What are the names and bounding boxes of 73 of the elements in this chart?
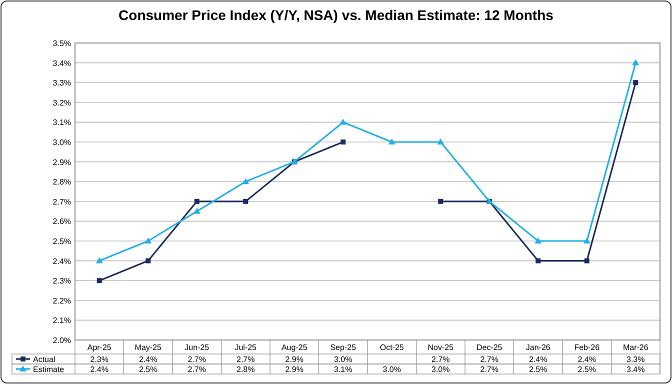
point (633, 80, 638, 86)
data-label: 2.4% (139, 355, 158, 364)
data-label: 2.4% (90, 365, 108, 374)
data-label: 2.7% (480, 365, 498, 374)
y-tick-label: 2.4% (52, 256, 71, 266)
x-tick-label: Aug-25 (281, 343, 308, 352)
y-tick-label: 2.2% (52, 296, 71, 306)
point (632, 59, 640, 66)
x-tick-label: Jul-25 (234, 343, 258, 352)
chart-title: Consumer Price Index (Y/Y, NSA) vs. Median Estimate: 12 Months (118, 7, 554, 23)
point (193, 208, 200, 214)
y-tick-label: 2.0% (52, 336, 71, 345)
data-label: 2.7% (188, 365, 206, 374)
point (534, 238, 542, 244)
data-label: 2.4% (529, 355, 548, 364)
x-tick-label: Sep-25 (330, 343, 357, 352)
data-label: 2.9% (285, 355, 304, 364)
data-label: 2.5% (529, 365, 548, 374)
point (194, 198, 200, 204)
point (388, 138, 396, 144)
point (242, 178, 250, 184)
data-label: 3.4% (626, 365, 645, 374)
point (96, 257, 103, 264)
point (583, 238, 590, 244)
y-tick-label: 2.8% (52, 178, 71, 187)
x-tick-label: May-25 (134, 343, 162, 352)
data-label: 2.8% (236, 365, 255, 374)
data-label: 2.7% (236, 355, 255, 364)
y-tick-label: 2.6% (52, 217, 71, 226)
y-tick-label: 2.3% (52, 276, 71, 286)
point (438, 198, 444, 204)
data-label: 2.7% (432, 355, 450, 364)
data-label: 2.7% (480, 355, 498, 364)
y-tick-label: 2.7% (52, 197, 71, 206)
data-label: 3.0% (432, 365, 450, 374)
data-label: 3.0% (382, 365, 401, 374)
x-tick-label: Apr-25 (87, 343, 112, 352)
y-tick-label: 3.1% (52, 118, 71, 128)
data-label: 2.9% (285, 365, 304, 374)
point (96, 278, 102, 284)
point (144, 238, 152, 244)
y-tick-label: 3.0% (52, 138, 71, 147)
x-tick-label: Jun-25 (184, 343, 210, 352)
y-tick-label: 3.3% (52, 78, 71, 88)
x-tick-label: Nov-25 (428, 343, 454, 352)
data-label: 3.3% (626, 355, 645, 364)
data-label: 2.3% (90, 355, 108, 364)
data-label: 2.4% (578, 355, 596, 364)
x-tick-label: Feb-26 (574, 343, 600, 352)
y-tick-label: 2.9% (52, 158, 71, 167)
y-tick-label: 3.2% (52, 98, 71, 108)
y-tick-label: 3.5% (52, 39, 71, 48)
point (243, 198, 248, 204)
legend-label: Estimate (33, 365, 65, 374)
data-label: 2.5% (139, 365, 158, 374)
y-tick-label: 3.4% (52, 58, 71, 68)
y-tick-label: 2.5% (52, 237, 71, 246)
data-label: 2.7% (188, 355, 206, 364)
point (146, 258, 151, 264)
data-label: 3.1% (334, 365, 352, 374)
point (340, 140, 346, 144)
point (437, 138, 444, 144)
x-tick-label: Dec-25 (476, 343, 503, 352)
data-label: 2.5% (578, 365, 596, 374)
y-tick-label: 2.1% (52, 316, 71, 326)
x-tick-label: Oct-25 (380, 343, 404, 352)
x-tick-label: Mar-26 (622, 343, 649, 352)
data-label: 3.0% (334, 355, 352, 364)
point (340, 118, 347, 125)
legend-label: Actual (33, 355, 56, 364)
x-tick-label: Jan-26 (526, 343, 551, 352)
point (536, 258, 541, 264)
point (584, 258, 590, 264)
